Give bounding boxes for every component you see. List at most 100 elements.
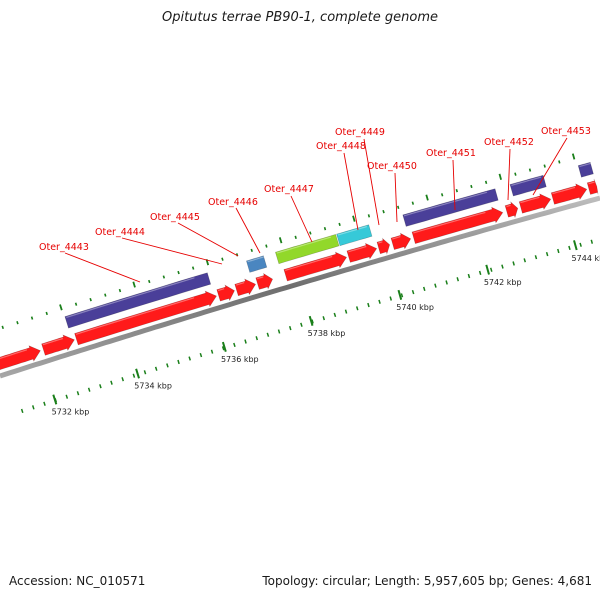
gene-label-oter_4451: Oter_4451 (426, 148, 476, 159)
ruler-minor-tick (210, 349, 214, 354)
ruler-major-tick (485, 264, 490, 275)
ruler-minor-tick (221, 346, 225, 351)
cds-arrow (411, 206, 504, 244)
gene-label-oter_4446: Oter_4446 (208, 197, 258, 208)
cds-arrow (586, 178, 599, 195)
gene-leader-line (532, 137, 568, 196)
cds-arrow-highlight (506, 204, 511, 208)
ruler-label: 5738 kbp (308, 329, 346, 338)
ruler-minor-tick (389, 296, 393, 301)
gene-leader-line (394, 172, 398, 223)
cog-block-highlight (247, 256, 264, 263)
cog-block-highlight (579, 162, 591, 168)
cds-arrow (346, 242, 378, 263)
labels: 5732 kbp 5734 kbp 5736 kbp 5738 kbp 5740 kbp… (39, 126, 600, 417)
outer-tick (74, 302, 78, 306)
ruler-minor-tick (110, 380, 113, 385)
cds-arrow-highlight (217, 288, 225, 292)
outer-tick (558, 160, 561, 164)
outer-tick (278, 237, 283, 244)
gene-leader-line (343, 152, 359, 231)
outer-tick (162, 275, 166, 279)
ruler-major-tick (573, 240, 578, 251)
ruler-minor-tick (20, 408, 24, 414)
cog-block-highlight (66, 277, 195, 318)
cds-arrow-highlight (588, 181, 595, 185)
outer-tick (294, 235, 297, 240)
outer-tick (470, 184, 473, 189)
ruler-minor-tick (132, 373, 136, 378)
ruler-minor-tick (378, 299, 381, 304)
cog-block (336, 224, 373, 247)
ruler-minor-tick (344, 309, 348, 314)
cds-arrow (283, 251, 348, 282)
cog-block-highlight (403, 191, 488, 217)
ruler-minor-tick (355, 306, 359, 311)
cds-arrow (41, 334, 75, 356)
cds-arrow-highlight (378, 241, 383, 244)
outer-tick (177, 270, 180, 275)
outer-tick (265, 244, 268, 248)
cog-block (509, 174, 547, 197)
outer-tick (498, 173, 502, 180)
cds-arrow-highlight (413, 211, 486, 234)
cds-arrow-highlight (520, 196, 540, 204)
gene-label-oter_4447: Oter_4447 (264, 184, 314, 195)
outer-tick (425, 194, 429, 201)
ruler-minor-tick (523, 258, 527, 263)
ruler-minor-tick (154, 366, 158, 371)
cog-block-highlight (511, 176, 542, 186)
ruler-major-tick (135, 368, 140, 379)
gene-leader-line (363, 138, 380, 226)
ruler-minor-tick (76, 391, 80, 396)
genome-summary: Topology: circular; Length: 5,957,605 bp… (262, 574, 592, 588)
outer-tick (411, 201, 415, 205)
ruler-label: 5740 kbp (396, 303, 434, 312)
outer-tick (543, 164, 546, 168)
ruler-minor-tick (445, 280, 448, 285)
cds-arrow (0, 345, 41, 371)
outer-tick (528, 168, 532, 172)
outer-tick (191, 266, 195, 270)
features (0, 161, 599, 371)
outer-tick (1, 325, 4, 330)
ruler-minor-tick (467, 273, 471, 279)
gene-label-oter_4444: Oter_4444 (95, 227, 145, 238)
gene-label-oter_4443: Oter_4443 (39, 242, 89, 253)
backbone-line (0, 195, 600, 379)
outer-tick (484, 180, 488, 185)
ruler-minor-tick (166, 363, 169, 368)
ruler-minor-tick (199, 352, 203, 358)
backbone (0, 195, 600, 379)
map-title: Opitutus terrae PB90-1, complete genome (161, 10, 439, 25)
ruler-minor-tick (367, 302, 370, 308)
cds-arrow (255, 272, 273, 290)
ruler-label: 5744 kbp (572, 254, 600, 263)
outer-tick (250, 248, 253, 253)
cds-arrow-highlight (552, 186, 576, 195)
ruler-label: 5742 kbp (484, 278, 522, 287)
ruler-minor-tick (177, 359, 180, 365)
outer-tick (118, 288, 122, 293)
ruler-minor-tick (400, 293, 404, 298)
accession-text: Accession: NC_010571 (9, 574, 146, 588)
outer-tick (440, 193, 444, 197)
cog-block-highlight (276, 236, 332, 254)
outer-tick (221, 257, 224, 261)
gene-leader-line (177, 222, 239, 257)
ruler-minor-tick (322, 316, 326, 321)
outer-tick (148, 279, 151, 284)
cds-arrow-highlight (236, 282, 245, 286)
cds-arrow (216, 284, 235, 302)
gene-label-oter_4449: Oter_4449 (335, 127, 385, 138)
ruler-minor-tick (568, 245, 571, 251)
cog-block-highlight (337, 226, 367, 236)
gene-label-oter_4452: Oter_4452 (484, 137, 534, 148)
ruler-label: 5734 kbp (134, 382, 172, 391)
cds-arrow (74, 290, 217, 346)
ruler-minor-tick (579, 242, 582, 247)
outer-tick (132, 281, 136, 288)
cds-arrow (518, 193, 552, 214)
cds-arrow-highlight (285, 255, 333, 271)
cds-arrow (390, 232, 412, 250)
